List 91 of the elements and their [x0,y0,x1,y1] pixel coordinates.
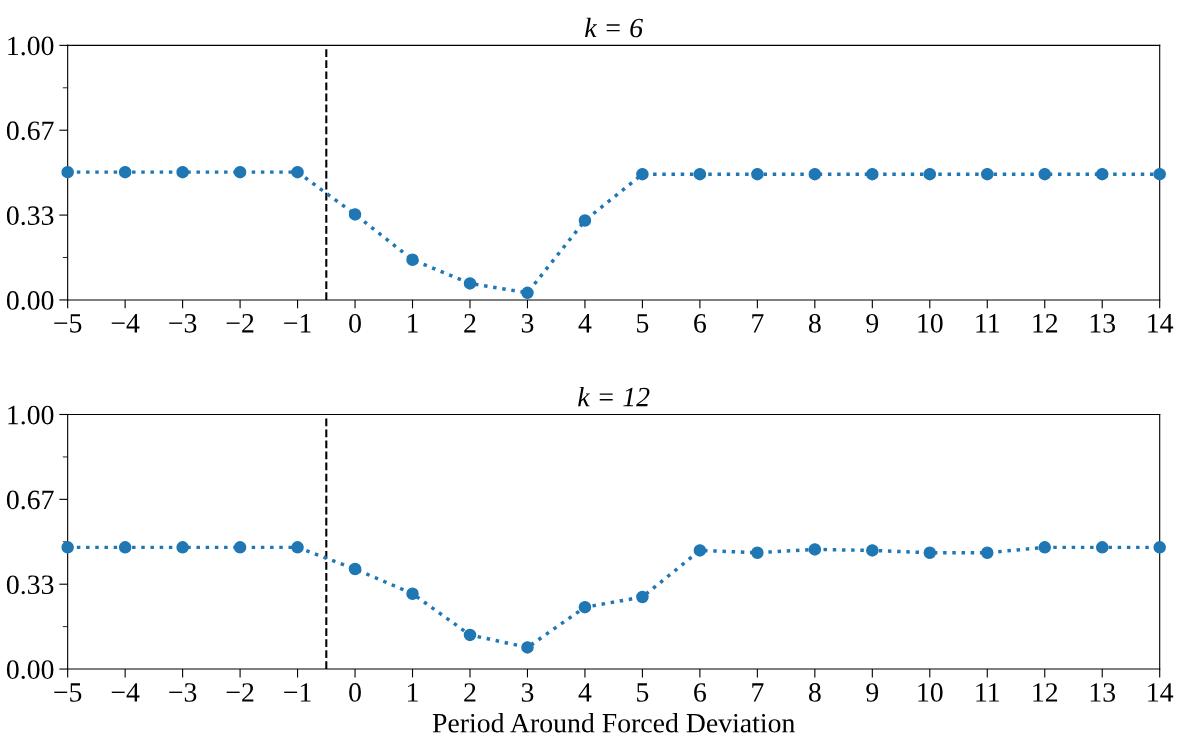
x-tick-label: 11 [976,314,999,333]
x-tick-label: −5 [54,314,82,333]
point [751,167,764,181]
point [693,544,707,557]
y-tick-label: 0.67 [6,121,54,141]
x-tick-label: −3 [169,683,197,702]
y-tick-label: 0.33 [6,575,54,595]
x-tick-label: 12 [1033,683,1058,702]
x-tick-label: 10 [918,313,943,333]
point [118,541,132,554]
x-axis-title: Period Around Forced Deviation [432,713,795,733]
point [981,167,994,181]
point [61,165,74,179]
x-tick-label: 7 [752,314,764,333]
point [1153,541,1166,554]
point [923,546,937,559]
x-tick-label: 4 [578,314,592,333]
chart-title: k = 12 [578,386,650,407]
x-tick-label: 13 [1090,314,1116,333]
x-tick-label: −2 [226,314,254,333]
y-tick-label: 0.00 [6,660,54,680]
y-tick-label: 0.33 [6,206,54,226]
x-tick-label: 0 [349,683,361,702]
point [636,167,649,181]
point [808,167,822,181]
x-tick-label: 4 [578,683,592,702]
point [521,641,534,654]
x-tick-label: 14 [1148,683,1174,702]
x-tick-label: −4 [111,683,140,702]
point [61,541,74,554]
point [1038,541,1051,554]
point [176,541,189,554]
x-tick-label: 9 [866,314,879,333]
point [693,167,707,181]
x-tick-label: 12 [1033,314,1058,333]
point [463,628,477,642]
point [1095,167,1109,181]
point [291,165,304,179]
x-tick-label: 5 [637,314,649,333]
point [636,590,649,604]
chart-title: k = 6 [585,17,643,38]
x-tick-label: −5 [54,683,82,702]
x-tick-label: 2 [464,314,476,333]
point [1038,167,1051,181]
x-tick-label: 3 [521,314,534,333]
x-tick-label: 0 [349,313,361,333]
y-tick-label: 1.00 [8,36,54,56]
x-tick-label: 1 [408,314,418,333]
x-tick-label: 7 [752,683,764,702]
point [406,587,419,600]
y-tick-label: 0.67 [6,490,54,510]
point [521,286,534,300]
x-tick-label: 6 [694,683,707,702]
point [348,208,362,221]
point [578,600,592,614]
point [751,546,764,559]
x-tick-label: −1 [284,314,311,333]
x-tick-label: −1 [284,683,311,702]
point [406,253,419,266]
x-tick-label: 3 [521,683,534,702]
point [118,165,132,179]
x-tick-label: 10 [918,683,943,702]
point [866,544,879,557]
point [923,167,937,181]
point [291,541,304,554]
x-tick-label: −2 [226,683,254,702]
y-tick-label: 1.00 [8,405,54,425]
point [1095,541,1109,554]
x-tick-label: 8 [808,683,821,702]
x-tick-label: 6 [694,314,707,333]
point [578,214,592,227]
x-tick-label: 2 [464,683,476,702]
point [981,546,994,559]
x-tick-label: −3 [169,314,197,333]
x-tick-label: 9 [866,683,879,702]
x-tick-label: 5 [637,683,649,702]
x-tick-label: 1 [408,683,418,702]
x-tick-label: 11 [976,683,999,702]
point [808,543,822,556]
point [233,541,247,554]
x-tick-label: −4 [111,314,140,333]
x-tick-label: 13 [1090,683,1116,702]
point [233,165,247,179]
point [348,562,362,576]
point [1153,167,1166,181]
point [463,277,477,290]
x-tick-label: 14 [1148,314,1174,333]
y-tick-label: 0.00 [6,291,54,310]
point [866,167,879,181]
point [176,165,189,179]
x-tick-label: 8 [808,313,821,333]
